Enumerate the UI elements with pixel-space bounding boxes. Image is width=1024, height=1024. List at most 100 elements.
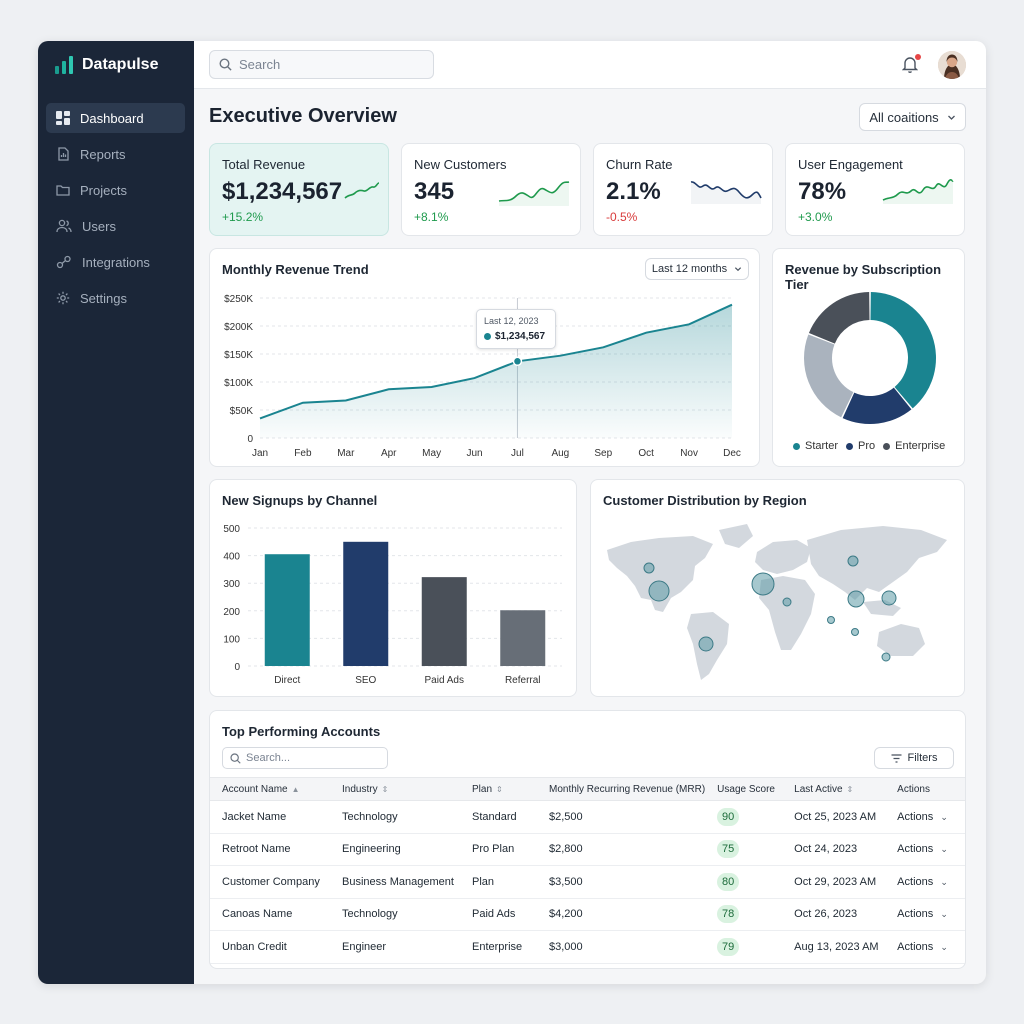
tooltip-value-row: $1,234,567: [484, 331, 545, 342]
x-tick-label: SEO: [355, 675, 376, 686]
signups-card: New Signups by Channel 500 400 300 200 100 0 D…: [209, 479, 577, 697]
donut-slice: [804, 334, 854, 418]
column-header-mrr[interactable]: Monthly Recurring Revenue (MRR): [537, 777, 706, 801]
app-name: Datapulse: [82, 56, 159, 73]
cell-usage-score: 90: [705, 800, 783, 834]
kpi-sparkline: [882, 179, 954, 204]
table-row[interactable]: Retroot Name Engineering Pro Plan $2,800…: [210, 833, 965, 866]
customer-bubbles: [643, 555, 897, 662]
cell-usage-score: 80: [705, 865, 783, 899]
global-search[interactable]: [209, 50, 434, 79]
y-tick-label: 400: [223, 552, 240, 563]
bar: [264, 554, 310, 666]
sidebar-item-label: Integrations: [82, 254, 150, 270]
kpi-sparkline: [344, 182, 380, 199]
filter-icon: [891, 753, 902, 763]
subscription-tier-card: Revenue by Subscription Tier Starter Pro…: [772, 248, 965, 467]
bell-icon[interactable]: [902, 55, 918, 73]
cell-industry: Engineering: [330, 833, 460, 866]
cell-last-active: Oct 25, 2023 AM: [782, 800, 886, 834]
column-header-last-active[interactable]: Last Active ⇕: [782, 777, 886, 801]
actions-dropdown[interactable]: Actions ⌄: [885, 898, 965, 931]
filters-button[interactable]: Filters: [874, 747, 954, 769]
sidebar-item-dashboard[interactable]: Dashboard: [46, 103, 185, 133]
column-header-plan[interactable]: Plan ⇕: [460, 777, 537, 801]
top-accounts-card: Top Performing Accounts Filters Account …: [209, 710, 966, 969]
kpi-sparkline: [498, 181, 570, 206]
coalition-filter-select[interactable]: All coaitions: [859, 103, 966, 131]
y-tick-label: 0: [247, 434, 253, 445]
region-bubble[interactable]: [698, 636, 714, 652]
sidebar-item-integrations[interactable]: Integrations: [46, 247, 185, 277]
x-tick-label: Jul: [511, 448, 524, 459]
sidebar-item-label: Projects: [80, 182, 127, 198]
region-bubble[interactable]: [851, 628, 859, 636]
region-bubble[interactable]: [648, 580, 670, 602]
top-bar: [194, 41, 986, 89]
sort-asc-icon: ▲: [291, 784, 300, 794]
kpi-title: Total Revenue: [222, 157, 306, 172]
cell-last-active: Aug 13, 2023 AM: [782, 930, 886, 964]
kpi-delta: +8.1%: [414, 210, 449, 224]
region-bubble[interactable]: [881, 652, 891, 662]
cell-plan: Plan: [460, 865, 537, 899]
sidebar-item-settings[interactable]: Settings: [46, 283, 185, 313]
legend-item-enterprise: Enterprise: [883, 440, 945, 452]
column-header-industry[interactable]: Industry ⇕: [330, 777, 460, 801]
world-map: [607, 524, 947, 680]
table-row[interactable]: Customer Company Business Management Pla…: [210, 865, 965, 899]
chart-tooltip: Last 12, 2023 $1,234,567: [476, 309, 556, 349]
sidebar-item-projects[interactable]: Projects: [46, 175, 185, 205]
region-bubble[interactable]: [847, 590, 865, 608]
kpi-delta: -0.5%: [606, 210, 638, 224]
cell-mrr: $2,800: [537, 833, 706, 866]
usage-score-badge: 75: [717, 840, 740, 859]
coalition-filter-label: All coaitions: [869, 109, 939, 125]
actions-dropdown[interactable]: Actions ⌄: [885, 800, 965, 834]
x-tick-label: Direct: [274, 675, 300, 686]
chevron-down-icon: ⌄: [940, 909, 948, 920]
region-bubble[interactable]: [847, 555, 859, 567]
tooltip-marker: [484, 333, 491, 340]
sidebar-item-reports[interactable]: Reports: [46, 139, 185, 169]
page-title: Executive Overview: [209, 105, 397, 127]
table-row[interactable]: Jacket Name Technology Standard $2,500 9…: [210, 800, 965, 834]
cell-account-name: Customer Company: [210, 865, 330, 899]
revenue-trend-title: Monthly Revenue Trend: [222, 262, 369, 277]
revenue-trend-chart: $250K $200K $150K $100K $50K 0 Jan Feb Mar Apr May…: [224, 294, 741, 459]
table-row[interactable]: Unban Credit Engineer Enterprise $3,000 …: [210, 930, 965, 964]
accounts-search[interactable]: [222, 747, 388, 769]
revenue-range-select[interactable]: Last 12 months: [645, 258, 749, 280]
region-bubble[interactable]: [881, 590, 897, 606]
folder-icon: [56, 185, 70, 196]
x-tick-label: May: [422, 448, 441, 459]
accounts-search-input[interactable]: [246, 752, 376, 764]
donut-slice: [842, 387, 912, 424]
region-bubble[interactable]: [782, 597, 792, 607]
sort-icon: ⇕: [846, 784, 854, 794]
actions-dropdown[interactable]: Actions ⌄: [885, 865, 965, 899]
cell-mrr: $4,200: [537, 898, 706, 931]
column-header-account-name[interactable]: Account Name ▲: [210, 777, 330, 801]
x-tick-label: Jun: [466, 448, 482, 459]
search-input[interactable]: [239, 57, 419, 72]
tooltip-value: $1,234,567: [495, 331, 546, 342]
dashboard-icon: [56, 111, 70, 125]
region-map-card: Customer Distribution by Region: [590, 479, 965, 697]
region-bubble[interactable]: [643, 562, 655, 574]
actions-dropdown[interactable]: Actions ⌄: [885, 930, 965, 964]
y-tick-label: 0: [234, 662, 240, 673]
actions-dropdown[interactable]: Actions ⌄: [885, 833, 965, 866]
cell-usage-score: 79: [705, 930, 783, 964]
donut-slice: [870, 292, 936, 409]
cell-industry: Engineer: [330, 930, 460, 964]
reports-icon: [58, 147, 69, 161]
region-bubble[interactable]: [827, 616, 835, 624]
region-bubble[interactable]: [751, 572, 775, 596]
brand[interactable]: Datapulse: [54, 55, 158, 75]
sidebar-item-users[interactable]: Users: [46, 211, 185, 241]
sort-icon: ⇕: [496, 784, 503, 794]
column-header-usage-score[interactable]: Usage Score: [705, 777, 783, 801]
table-row[interactable]: Canoas Name Technology Paid Ads $4,200 7…: [210, 898, 965, 931]
avatar[interactable]: [938, 51, 966, 79]
